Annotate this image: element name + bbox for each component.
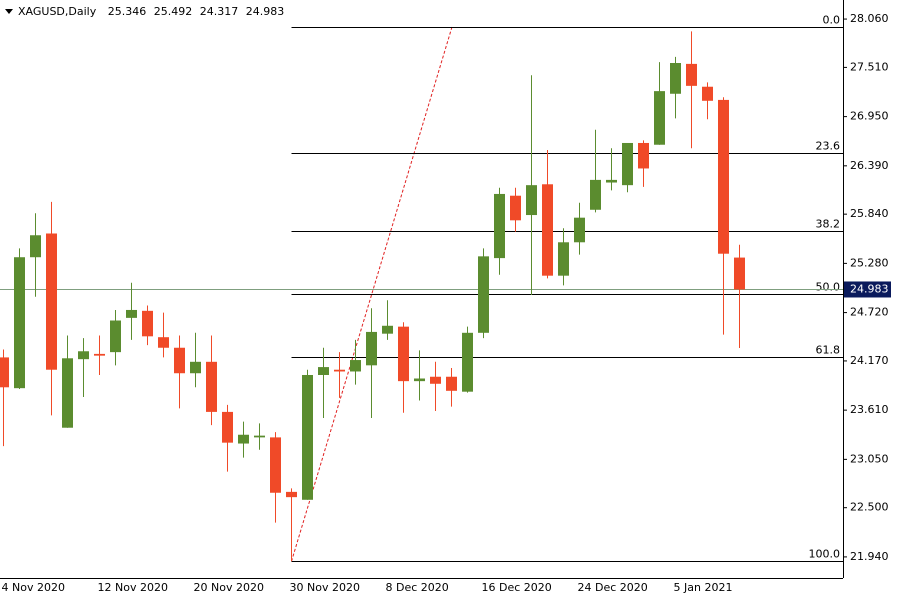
candle-body (318, 367, 329, 375)
menu-arrow[interactable] (5, 9, 13, 14)
candle-body (430, 376, 441, 384)
y-tick-label: 22.500 (850, 501, 889, 514)
header: XAGUSD,Daily 25.346 25.492 24.317 24.983 (18, 5, 284, 18)
y-tick-label: 24.170 (850, 354, 889, 367)
candle-body (622, 142, 633, 186)
y-tick-label: 27.510 (850, 60, 889, 73)
candle-body (206, 361, 217, 412)
fib-level-label: 100.0 (809, 548, 841, 561)
candle-body (238, 434, 249, 444)
fib-trend-line (291, 26, 453, 562)
x-tick-label: 12 Nov 2020 (98, 581, 168, 594)
fib-level-label: 0.0 (823, 14, 841, 27)
x-tick-label: 16 Dec 2020 (482, 581, 552, 594)
fib-level-label: 23.6 (816, 140, 841, 153)
fib-level-label: 50.0 (816, 281, 841, 294)
candle-body (190, 361, 201, 374)
candle-body (78, 351, 89, 360)
candle-body (574, 217, 585, 243)
candle-body (366, 331, 377, 366)
y-tick-label: 21.940 (850, 550, 889, 563)
y-tick-label: 24.720 (850, 306, 889, 319)
candle-body (718, 99, 729, 254)
y-tick-label: 28.060 (850, 12, 889, 25)
candle-body (126, 309, 137, 318)
candle-body (222, 411, 233, 443)
header-open: 25.346 (108, 5, 147, 18)
candle-body (382, 325, 393, 334)
y-tick-label: 23.610 (850, 403, 889, 416)
candle-body (446, 376, 457, 391)
candle-body (494, 193, 505, 259)
candle-body (670, 63, 681, 94)
candle-body (110, 320, 121, 353)
fib-level-label: 38.2 (816, 218, 841, 231)
x-tick-label: 5 Jan 2021 (674, 581, 733, 594)
candle-body (510, 195, 521, 221)
candle-body (14, 257, 25, 389)
y-tick-label: 26.390 (850, 159, 889, 172)
candle-body (158, 337, 169, 348)
price-tag (844, 281, 891, 298)
candle-body (686, 63, 697, 86)
candle-body (558, 242, 569, 276)
candle-body (142, 310, 153, 337)
x-tick-label: 30 Nov 2020 (290, 581, 360, 594)
candle-body (702, 86, 713, 101)
header-close: 24.983 (246, 5, 285, 18)
candle-body (638, 142, 649, 169)
candle-body (302, 374, 313, 500)
x-tick-label: 24 Dec 2020 (578, 581, 648, 594)
candle-body (414, 378, 425, 382)
candle-body (542, 184, 553, 276)
header-high: 25.492 (154, 5, 193, 18)
candle-body (478, 256, 489, 333)
price-tag-label: 24.983 (850, 282, 889, 295)
fib-level-label: 61.8 (816, 344, 841, 357)
candle-body (462, 332, 473, 392)
x-tick-label: 4 Nov 2020 (2, 581, 65, 594)
candle-body (30, 235, 41, 258)
candle-body (654, 91, 665, 145)
candle-body (0, 357, 9, 388)
candle-body (350, 360, 361, 372)
candle-body (46, 233, 57, 370)
y-tick-label: 26.950 (850, 110, 889, 123)
y-tick-label: 23.050 (850, 452, 889, 465)
candle-body (398, 326, 409, 382)
candle-body (254, 435, 265, 438)
y-tick-label: 25.840 (850, 207, 889, 220)
candle-body (174, 347, 185, 374)
candle-body (286, 491, 297, 498)
candle-body (606, 179, 617, 183)
candle-body (334, 369, 345, 372)
symbol: XAGUSD,Daily (18, 5, 97, 18)
candle-body (270, 437, 281, 493)
candle-body (734, 257, 745, 290)
candle-body (62, 358, 73, 428)
candle-body (590, 179, 601, 210)
candle-body (94, 353, 105, 356)
y-tick-label: 25.280 (850, 256, 889, 269)
candle-body (526, 185, 537, 216)
x-tick-label: 20 Nov 2020 (194, 581, 264, 594)
header-low: 24.317 (200, 5, 239, 18)
x-tick-label: 8 Dec 2020 (386, 581, 449, 594)
